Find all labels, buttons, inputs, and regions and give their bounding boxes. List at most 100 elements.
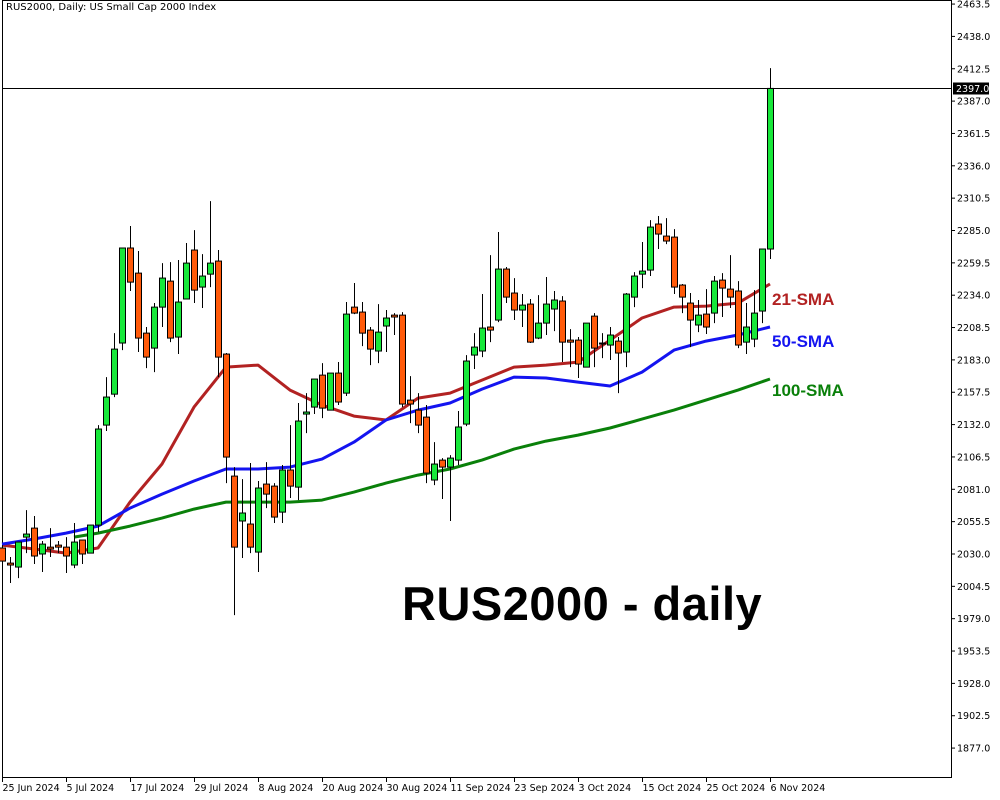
candle-body-bear	[559, 300, 566, 343]
candle	[495, 232, 502, 323]
candle	[575, 337, 582, 379]
candle-body-bull	[343, 313, 350, 394]
candle	[415, 393, 422, 434]
candle	[751, 290, 758, 348]
candle-body-bear	[687, 302, 694, 321]
candle-body-bear	[487, 326, 494, 331]
y-tick-label: 2183.0	[957, 355, 990, 366]
candle-body-bull	[623, 293, 630, 353]
candle-body-bull	[767, 87, 774, 250]
candle	[647, 220, 654, 277]
candle	[631, 272, 638, 308]
sma21-label: 21-SMA	[772, 290, 835, 309]
candle	[271, 483, 278, 524]
x-tick-label: 8 Aug 2024	[259, 783, 314, 794]
candle-body-bull	[311, 378, 318, 408]
candle-body-bear	[351, 306, 358, 314]
candle-body-bear	[79, 539, 86, 555]
x-tick-label: 25 Jun 2024	[3, 783, 60, 794]
y-tick-label: 2285.0	[957, 226, 990, 237]
y-tick-label: 2463.5	[957, 0, 990, 11]
candle-body-bull	[207, 262, 214, 275]
candle	[247, 463, 254, 554]
y-tick-label: 2208.5	[957, 323, 990, 334]
candle-body-bear	[439, 459, 446, 468]
candle-body-bear	[231, 475, 238, 548]
candle-body-bear	[47, 546, 54, 550]
x-tick-label: 5 Jul 2024	[67, 783, 115, 794]
candle	[527, 299, 534, 344]
candle-body-bear	[399, 314, 406, 405]
candle-body-bull	[695, 314, 702, 326]
candle-body-bull	[447, 457, 454, 468]
candle-body-bear	[7, 562, 14, 566]
candle-body-bear	[719, 279, 726, 289]
candle	[0, 545, 6, 564]
y-tick-label: 2259.5	[957, 258, 990, 269]
candle	[663, 218, 670, 245]
candle-body-bull	[103, 396, 110, 426]
chart-title: RUS2000, Daily: US Small Cap 2000 Index	[6, 2, 217, 13]
candle-body-bull	[111, 348, 118, 395]
candle-body-bear	[263, 483, 270, 495]
candle-body-bull	[23, 533, 30, 538]
x-tick-label: 25 Oct 2024	[707, 783, 766, 794]
candle	[407, 376, 414, 424]
candle	[567, 329, 574, 368]
sma50-label: 50-SMA	[772, 332, 835, 351]
candle-body-bull	[239, 512, 246, 522]
candle	[175, 260, 182, 355]
candle	[327, 372, 334, 411]
candle	[31, 516, 38, 565]
candle	[47, 528, 54, 558]
y-tick-label: 2030.0	[957, 549, 990, 560]
candle	[71, 523, 78, 569]
candle-body-bull	[639, 270, 646, 275]
candle-body-bear	[191, 249, 198, 291]
candle	[543, 277, 550, 336]
candle-body-bull	[279, 469, 286, 513]
candle-body-bear	[703, 313, 710, 328]
candle	[151, 303, 158, 373]
candle	[263, 462, 270, 509]
candle-body-bull	[743, 326, 750, 343]
candle-body-bear	[407, 399, 414, 405]
candle-body-bull	[519, 304, 526, 311]
candle-body-bear	[591, 315, 598, 349]
candle-body-bull	[383, 317, 390, 327]
candle-body-bear	[367, 329, 374, 350]
candle	[607, 327, 614, 361]
candle-body-bear	[423, 416, 430, 474]
candle	[367, 327, 374, 366]
y-tick-label: 1928.0	[957, 679, 990, 690]
candle-body-bear	[575, 339, 582, 365]
candle-body-bull	[495, 268, 502, 321]
candle	[239, 479, 246, 559]
candle	[351, 283, 358, 315]
candle-body-bear	[167, 280, 174, 339]
candle-body-bull	[583, 322, 590, 368]
candle	[359, 302, 366, 347]
candle-body-bear	[319, 374, 326, 409]
candle	[7, 557, 14, 584]
candle-body-bull	[303, 411, 310, 415]
candle	[423, 405, 430, 484]
candle	[391, 313, 398, 336]
candle-body-bear	[0, 547, 6, 562]
candles	[0, 68, 774, 616]
candle-body-bull	[327, 372, 334, 411]
candle-body-bear	[671, 236, 678, 288]
candle	[343, 302, 350, 397]
candle	[471, 333, 478, 370]
y-tick-label: 2438.0	[957, 32, 990, 43]
candle	[319, 363, 326, 419]
candle	[583, 322, 590, 368]
y-tick-label: 2055.5	[957, 517, 990, 528]
candle-body-bear	[287, 469, 294, 487]
candle-body-bull	[39, 543, 46, 555]
candle	[519, 294, 526, 328]
candle-body-bull	[543, 303, 550, 324]
candle	[615, 337, 622, 394]
candle-body-bear	[727, 288, 734, 298]
